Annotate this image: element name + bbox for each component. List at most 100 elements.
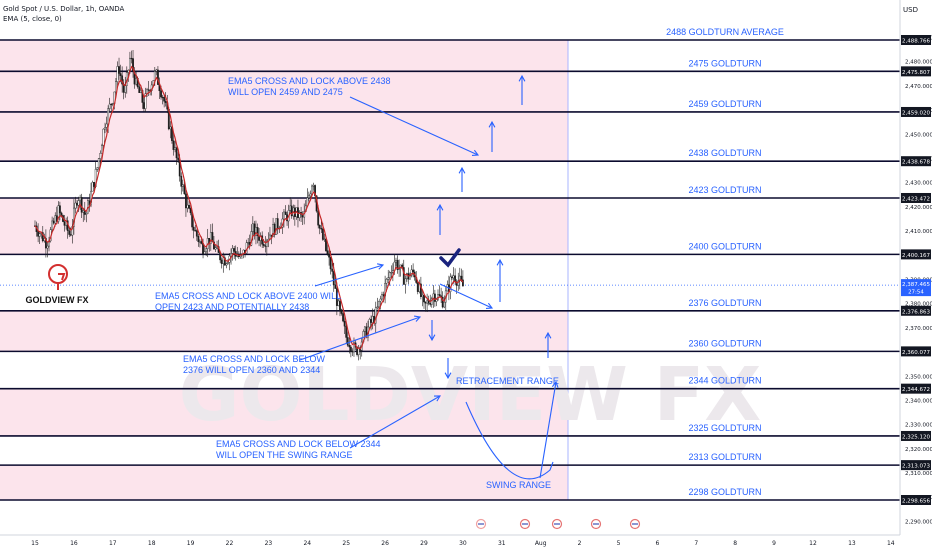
y-tick-label: 2,480.000	[905, 60, 932, 66]
candle-body	[102, 128, 105, 146]
arrow-down-2360-head	[428, 334, 436, 342]
candle-body	[379, 298, 382, 302]
x-tick-label: 24	[303, 540, 311, 547]
candle-body	[284, 211, 287, 215]
zones-layer	[0, 40, 569, 500]
symbol-title: Gold Spot / U.S. Dollar, 1h, OANDA	[3, 5, 125, 13]
candle-body	[169, 126, 172, 130]
x-tick-label: 16	[70, 540, 78, 547]
candle-body	[144, 93, 147, 109]
candle-body	[80, 197, 83, 213]
candle-body	[370, 319, 372, 323]
candle-body	[317, 210, 320, 226]
candle-body	[177, 157, 180, 160]
time-axis[interactable]: 15 16 17 18 19 22 23 24 25 26 29 30 31 Aug 2 5 6 7 8 9 12 13 1…	[0, 534, 900, 547]
current-price-tag[interactable]	[901, 279, 931, 297]
y-tick-label: 2,310.000	[905, 471, 932, 477]
watermark-text: GOLDVIEW FX	[179, 352, 762, 438]
level-label-6: 2376 GOLDTURN	[688, 298, 761, 308]
candle-body	[77, 200, 80, 206]
candle-body	[342, 313, 344, 322]
candle-body	[312, 185, 315, 187]
axis-level-tag-2	[901, 106, 931, 117]
candle-body	[164, 101, 167, 103]
x-tick-label: 8	[733, 540, 737, 547]
candle-body	[427, 300, 430, 304]
y-tick-label: 2,380.000	[905, 302, 932, 308]
candle-body	[104, 127, 106, 130]
candle-body	[205, 248, 208, 253]
note2-line-1: OPEN 2423 AND POTENTIALLY 2438	[155, 302, 309, 312]
zone-band-3	[0, 310, 568, 352]
note4-line-0: EMA5 CROSS AND LOCK BELOW 2344	[216, 439, 381, 449]
candle-body	[51, 220, 54, 230]
candle-body	[387, 277, 390, 280]
candle-body	[192, 226, 195, 231]
price-axis[interactable]: 2,290.0002,300.0002,310.0002,320.0002,33…	[899, 0, 932, 535]
candle-body	[93, 182, 96, 187]
indicator-label[interactable]: EMA (5, close, 0)	[3, 15, 62, 23]
candle-body	[60, 212, 63, 216]
candle-body	[121, 75, 124, 85]
candle-body	[183, 184, 186, 195]
candle-body	[460, 275, 463, 281]
candle-body	[180, 175, 183, 187]
candle-body	[329, 257, 332, 270]
candle-body	[363, 326, 366, 332]
candle-body	[449, 276, 452, 292]
currency-label[interactable]: USD	[903, 6, 918, 14]
candle-body	[223, 257, 226, 266]
axis-level-tag-1	[901, 66, 931, 77]
candle-body	[57, 205, 60, 222]
candle-body	[97, 158, 100, 168]
candle-body	[334, 284, 337, 289]
y-tick-label: 2,470.000	[905, 84, 932, 90]
note2-line-0: EMA5 CROSS AND LOCK ABOVE 2400 WILL	[155, 291, 341, 301]
y-tick-label: 2,430.000	[905, 181, 932, 187]
axis-level-tag-8	[901, 383, 931, 394]
candle-body	[143, 102, 145, 109]
x-tick-label: 29	[420, 540, 428, 547]
candle-body	[349, 346, 352, 352]
level-label-7: 2360 GOLDTURN	[688, 338, 761, 348]
candle-body	[108, 103, 111, 109]
checkmark-icon	[439, 248, 461, 268]
candle-body	[424, 301, 427, 304]
candle-body	[37, 231, 40, 237]
candle-body	[298, 212, 301, 218]
candle-body	[381, 294, 383, 300]
current-price-value: 2,387.465	[902, 282, 930, 288]
candle-body	[419, 283, 422, 297]
axis-level-value-6: 2,376.863	[902, 309, 930, 315]
candle-body	[433, 293, 436, 302]
axis-level-value-8: 2,344.672	[902, 387, 930, 393]
candle-body	[452, 275, 455, 279]
levels-layer: 2488 GOLDTURN AVERAGE 2475 GOLDTURN 2459 G…	[0, 27, 900, 501]
candle-body	[335, 288, 338, 306]
candle-body	[328, 253, 330, 258]
arrow-note3	[299, 316, 421, 361]
candle-body	[227, 262, 229, 265]
candle-body	[265, 240, 268, 247]
candle-body	[76, 202, 78, 206]
axis-level-value-5: 2,400.167	[902, 253, 930, 259]
x-tick-label: 26	[381, 540, 389, 547]
candle-body	[377, 300, 380, 308]
note4-line-1: WILL OPEN THE SWING RANGE	[216, 450, 353, 460]
arrow-up-2438-head	[458, 166, 466, 174]
swing-curve	[465, 401, 554, 480]
candle-body	[213, 241, 215, 250]
candle-body	[160, 90, 162, 98]
candle-body	[139, 90, 142, 93]
candle-body	[46, 245, 49, 249]
y-tick-label: 2,420.000	[905, 205, 932, 211]
candle-body	[390, 272, 393, 274]
candle-body	[376, 306, 379, 309]
candle-body	[130, 57, 133, 60]
arrow-note2	[314, 264, 384, 287]
candle-body	[155, 69, 158, 72]
arrow-note1	[349, 96, 479, 156]
candle-body	[233, 248, 236, 252]
candle-body	[323, 238, 326, 240]
